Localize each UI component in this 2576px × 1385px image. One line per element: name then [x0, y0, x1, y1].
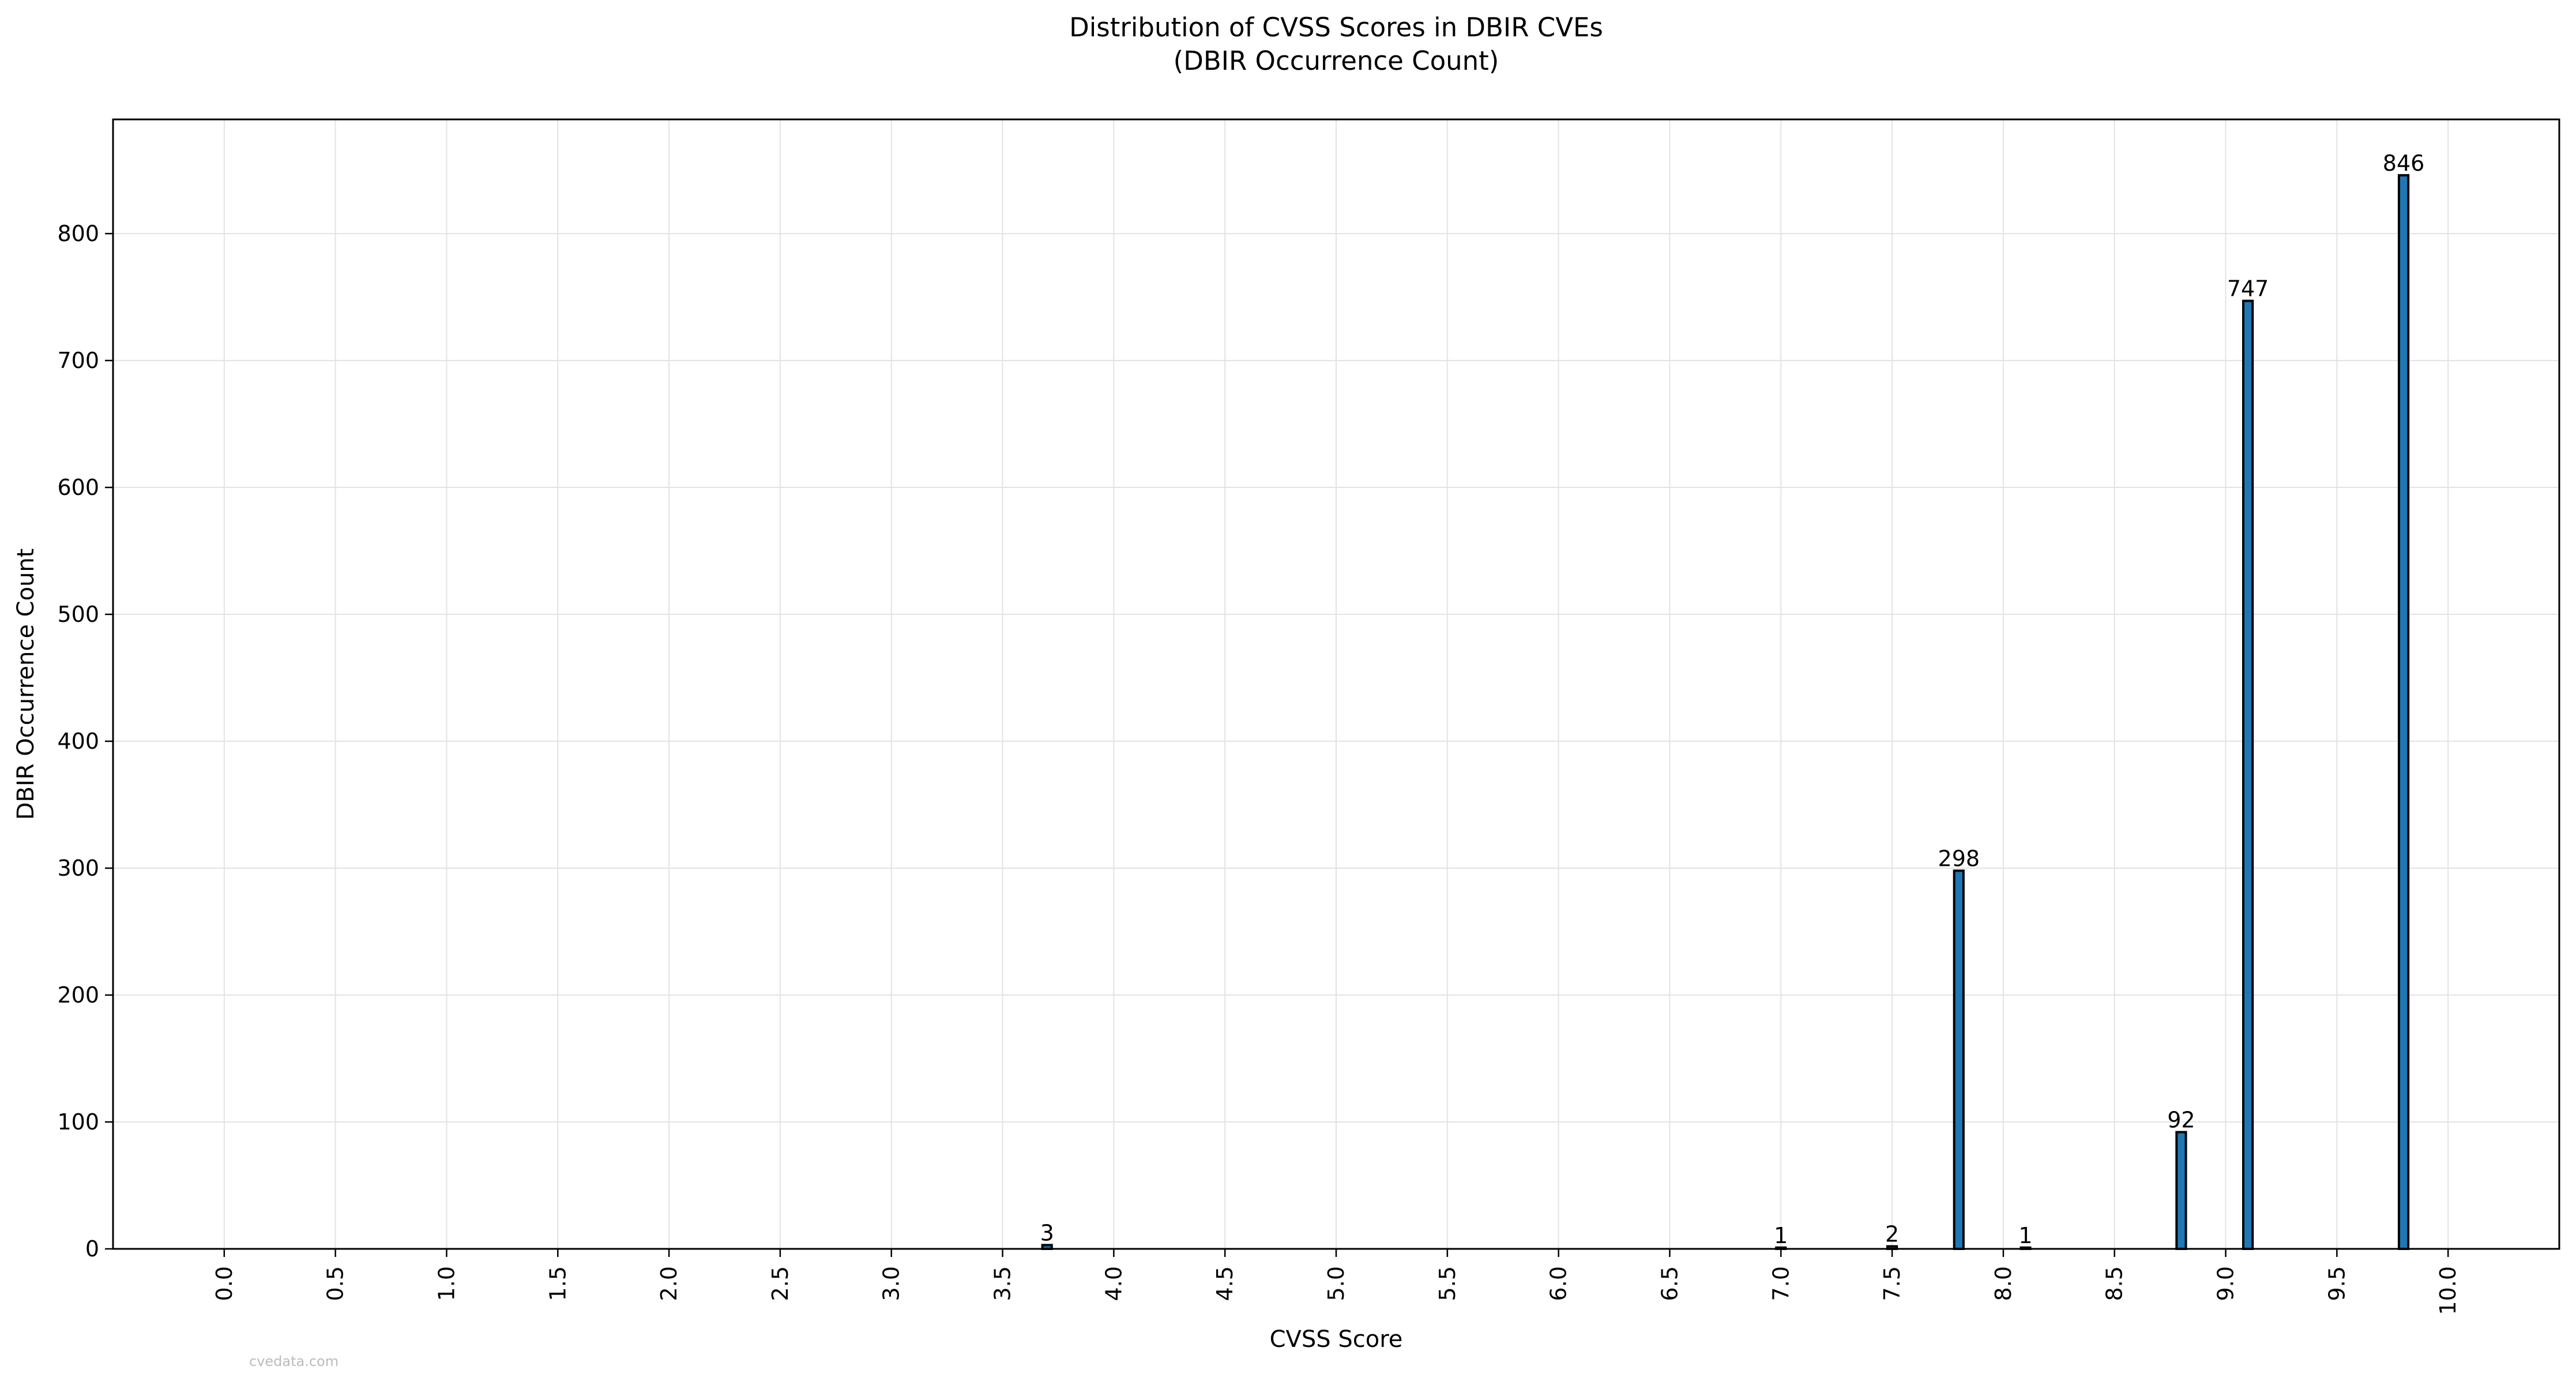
x-tick-label: 2.0 — [656, 1266, 682, 1301]
y-tick-label: 100 — [57, 1109, 99, 1135]
x-tick-label: 6.5 — [1657, 1266, 1682, 1301]
bar — [2397, 174, 2410, 1250]
chart-title: Distribution of CVSS Scores in DBIR CVEs — [1069, 12, 1603, 43]
y-tick-label: 500 — [57, 602, 99, 627]
data-labels: 3 1 2 298 1 92 747 846 — [1040, 151, 2425, 1248]
x-tick-label: 5.5 — [1435, 1266, 1460, 1301]
bar-value-label: 298 — [1938, 846, 1980, 871]
x-tick-label: 10.0 — [2435, 1266, 2461, 1315]
x-axis-label: CVSS Score — [1270, 1326, 1403, 1353]
bar — [2242, 299, 2254, 1250]
x-tick-label: 7.0 — [1768, 1266, 1793, 1301]
x-tick-label: 8.5 — [2102, 1266, 2127, 1301]
y-tick-label: 400 — [57, 729, 99, 754]
bar-value-label: 2 — [1885, 1222, 1899, 1247]
bar-value-label: 747 — [2227, 276, 2269, 302]
y-tick-label: 300 — [57, 855, 99, 881]
x-tick-label: 3.5 — [990, 1266, 1016, 1301]
y-tick-label: 700 — [57, 348, 99, 373]
y-tick-label: 800 — [57, 221, 99, 246]
x-tick-label: 9.5 — [2324, 1266, 2349, 1301]
x-tick-label: 3.0 — [879, 1266, 904, 1301]
x-tick-label: 0.5 — [323, 1266, 348, 1301]
x-tick-label: 4.5 — [1212, 1266, 1238, 1301]
y-tick-label: 200 — [57, 982, 99, 1008]
x-tick-label: 7.5 — [1879, 1266, 1905, 1301]
y-tick-label: 0 — [85, 1236, 99, 1262]
bar-value-label: 1 — [1774, 1223, 1788, 1248]
x-tick-label: 6.0 — [1546, 1266, 1571, 1301]
bar — [2175, 1131, 2187, 1250]
x-tick-label: 5.0 — [1323, 1266, 1349, 1301]
watermark: cvedata.com — [249, 1353, 339, 1369]
x-tick-label: 4.0 — [1101, 1266, 1126, 1301]
chart-subtitle: (DBIR Occurrence Count) — [1174, 46, 1499, 76]
x-tick-label: 8.0 — [1991, 1266, 2016, 1301]
x-tick-label: 1.0 — [434, 1266, 459, 1301]
y-axis-label: DBIR Occurrence Count — [13, 549, 39, 820]
x-tick-label: 0.0 — [212, 1266, 237, 1301]
x-tick-label: 2.5 — [768, 1266, 793, 1301]
x-tick-label: 9.0 — [2213, 1266, 2239, 1301]
bar — [1953, 869, 1965, 1250]
bar-value-label: 92 — [2167, 1108, 2195, 1133]
bar-value-label: 3 — [1040, 1220, 1054, 1245]
y-axis-ticks: 0 100 200 300 400 500 600 700 800 — [57, 221, 113, 1262]
x-tick-label: 1.5 — [545, 1266, 570, 1301]
bar-value-label: 846 — [2383, 151, 2425, 176]
x-axis-ticks: 0.0 0.5 1.0 1.5 2.0 2.5 3.0 3.5 4.0 4.5 5.0 5.5 6.0 6… — [212, 1249, 2461, 1315]
y-tick-label: 600 — [57, 475, 99, 500]
bar-value-label: 1 — [2018, 1223, 2032, 1248]
